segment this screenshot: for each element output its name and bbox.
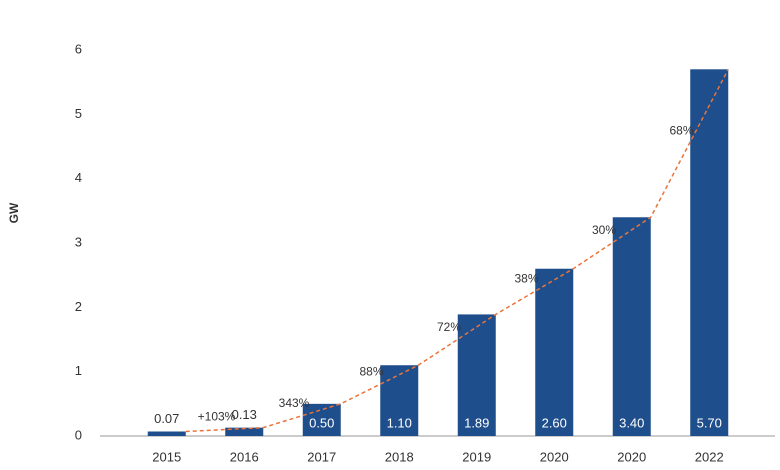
growth-label: 88% xyxy=(359,365,383,379)
value-label: 0.50 xyxy=(309,415,334,430)
bar xyxy=(612,217,651,436)
y-tick-label: 0 xyxy=(75,427,82,442)
bar xyxy=(380,365,419,436)
y-axis-label: GW xyxy=(7,202,21,223)
value-label: 0.13 xyxy=(232,407,257,422)
bar xyxy=(302,403,341,436)
growth-label: 38% xyxy=(514,272,538,286)
growth-label: +103% xyxy=(198,410,236,424)
value-label: 2.60 xyxy=(542,415,567,430)
growth-label: 72% xyxy=(437,320,461,334)
value-label: 3.40 xyxy=(619,415,644,430)
y-tick-label: 2 xyxy=(75,299,82,314)
x-tick-label: 2022 xyxy=(695,449,724,464)
growth-label: 343% xyxy=(279,396,310,410)
bar xyxy=(690,69,729,437)
bar xyxy=(147,431,186,436)
x-tick-label: 2017 xyxy=(307,449,336,464)
bar xyxy=(457,314,496,436)
y-tick-label: 6 xyxy=(75,41,82,56)
value-label: 1.10 xyxy=(387,415,412,430)
x-tick-label: 2019 xyxy=(462,449,491,464)
value-label: 0.07 xyxy=(154,411,179,426)
value-label: 1.89 xyxy=(464,415,489,430)
growth-label: 30% xyxy=(592,223,616,237)
y-tick-label: 4 xyxy=(75,170,82,185)
x-tick-label: 2020 xyxy=(540,449,569,464)
y-tick-label: 5 xyxy=(75,106,82,121)
y-tick-label: 3 xyxy=(75,234,82,249)
x-tick-label: 2016 xyxy=(230,449,259,464)
value-label: 5.70 xyxy=(697,415,722,430)
growth-line xyxy=(185,68,729,433)
bar xyxy=(225,427,264,436)
growth-label: 68% xyxy=(669,123,693,137)
x-tick-label: 2018 xyxy=(385,449,414,464)
y-tick-label: 1 xyxy=(75,363,82,378)
bar xyxy=(535,268,574,436)
x-tick-label: 2015 xyxy=(152,449,181,464)
x-tick-label: 2020 xyxy=(617,449,646,464)
